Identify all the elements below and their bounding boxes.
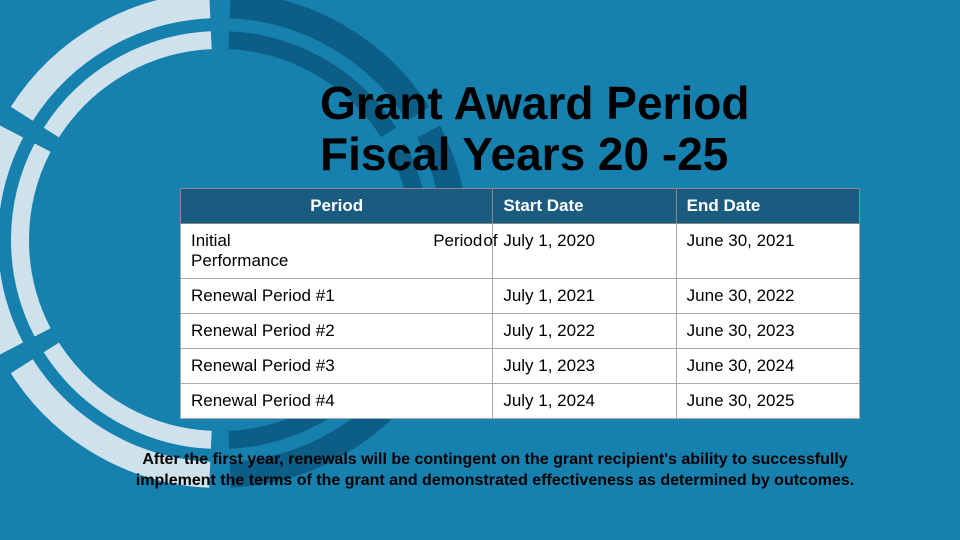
- col-period: Period: [181, 189, 493, 224]
- cell-period: Renewal Period #3: [181, 349, 493, 384]
- cell-period: Renewal Period #4: [181, 384, 493, 419]
- cell-end: June 30, 2024: [676, 349, 859, 384]
- table-header-row: Period Start Date End Date: [181, 189, 860, 224]
- cell-period: Initial Period Performance: [181, 224, 493, 279]
- cell-start: July 1, 2023: [493, 349, 676, 384]
- table-row: Renewal Period #2 July 1, 2022 June 30, …: [181, 314, 860, 349]
- cell-start: July 1, 2022: [493, 314, 676, 349]
- grant-periods-table: Period Start Date End Date Initial Perio…: [180, 188, 860, 419]
- cell-period: Renewal Period #2: [181, 314, 493, 349]
- table-row: Initial Period Performance of July 1, 20…: [181, 224, 860, 279]
- cell-start: July 1, 2021: [493, 279, 676, 314]
- table-row: Renewal Period #4 July 1, 2024 June 30, …: [181, 384, 860, 419]
- footnote-text: After the first year, renewals will be c…: [110, 450, 880, 492]
- cell-period: Renewal Period #1: [181, 279, 493, 314]
- cell-end: June 30, 2025: [676, 384, 859, 419]
- cell-end: June 30, 2023: [676, 314, 859, 349]
- col-start: Start Date: [493, 189, 676, 224]
- slide-title: Grant Award Period Fiscal Years 20 -25: [320, 78, 749, 179]
- cell-start: of July 1, 2020: [493, 224, 676, 279]
- table-row: Renewal Period #1 July 1, 2021 June 30, …: [181, 279, 860, 314]
- cell-end: June 30, 2021: [676, 224, 859, 279]
- col-end: End Date: [676, 189, 859, 224]
- cell-end: June 30, 2022: [676, 279, 859, 314]
- cell-start: July 1, 2024: [493, 384, 676, 419]
- title-line-2: Fiscal Years 20 -25: [320, 128, 728, 180]
- title-line-1: Grant Award Period: [320, 77, 749, 129]
- table-row: Renewal Period #3 July 1, 2023 June 30, …: [181, 349, 860, 384]
